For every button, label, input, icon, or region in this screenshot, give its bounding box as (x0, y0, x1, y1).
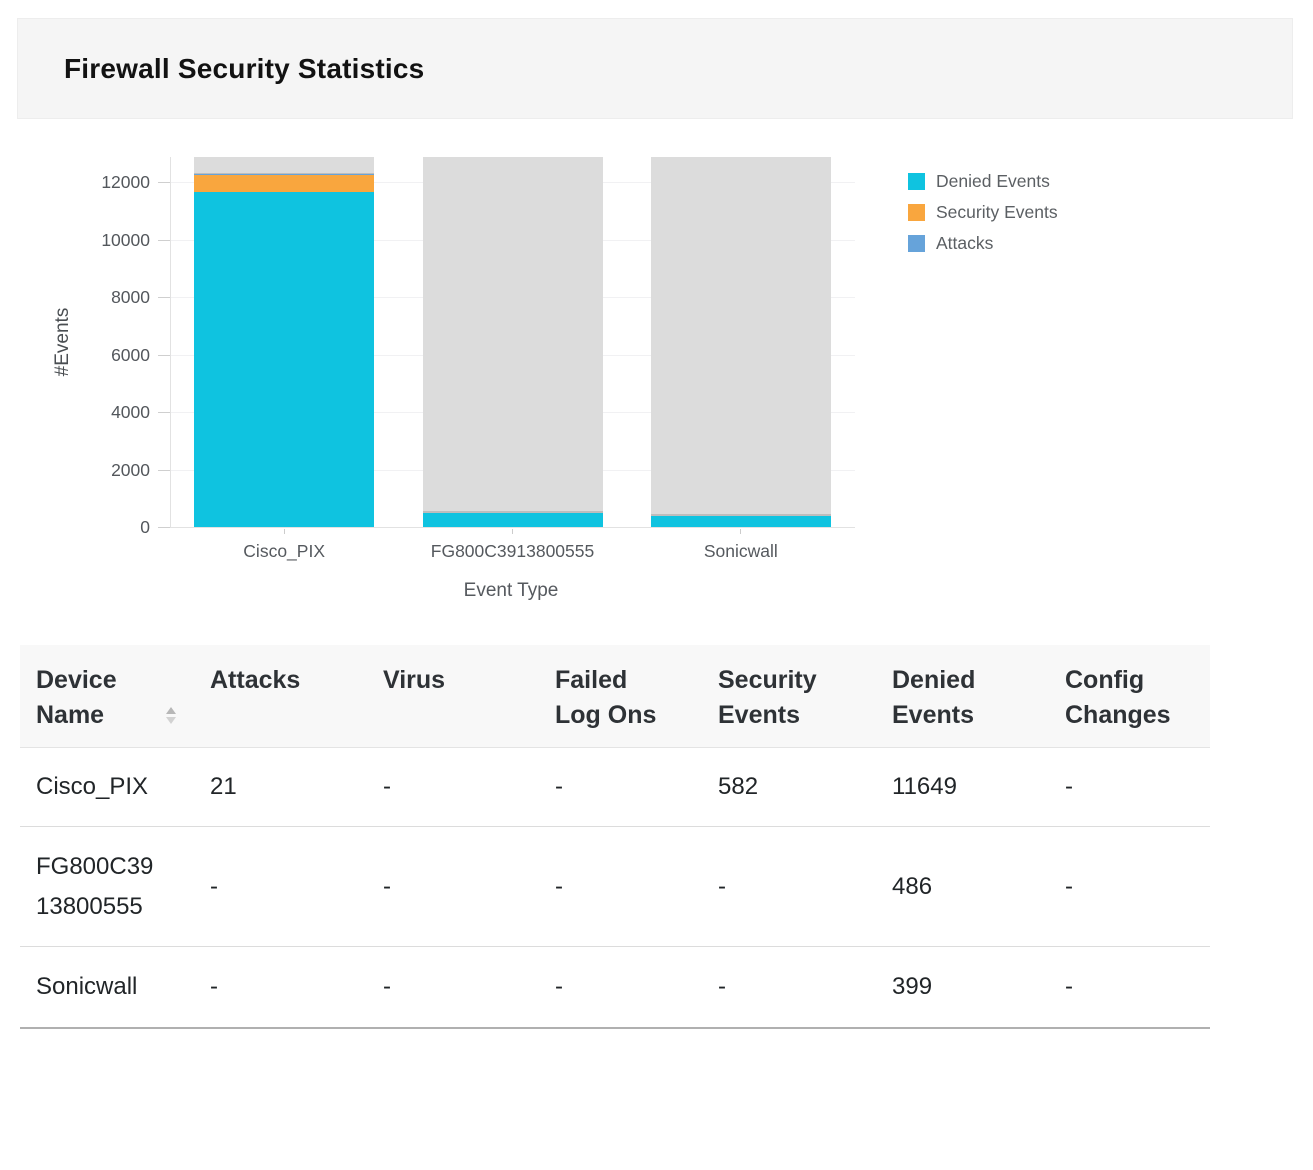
sort-asc-icon (166, 707, 176, 714)
legend-item-security-events[interactable]: Security Events (908, 201, 1058, 224)
x-tick-label: Cisco_PIX (243, 541, 325, 561)
cell-attacks: - (194, 826, 367, 947)
y-axis-tick (158, 354, 170, 356)
chart-bar-segment-denied-events[interactable] (194, 192, 375, 527)
table-row: Sonicwall - - - - 399 - (20, 946, 1210, 1029)
chart-bar-track (422, 157, 603, 514)
sort-desc-icon (166, 717, 176, 724)
chart-bar-track (650, 157, 831, 516)
column-header-device-name[interactable]: Device Name (20, 645, 194, 748)
cell-config-changes: - (1049, 747, 1210, 827)
legend-item-attacks[interactable]: Attacks (908, 232, 1058, 255)
legend-swatch-icon (908, 204, 925, 221)
cell-config-changes: - (1049, 826, 1210, 947)
legend-label: Attacks (936, 233, 994, 253)
sort-icon[interactable] (166, 707, 176, 724)
cell-security-events: 582 (702, 747, 876, 827)
page-title: Firewall Security Statistics (64, 52, 425, 84)
table-row: FG800C3913800555 - - - - 486 - (20, 826, 1210, 947)
y-axis-tick (158, 412, 170, 413)
chart: #Events Event Type Denied Events Securit… (0, 140, 1313, 640)
y-axis-tick (158, 469, 170, 471)
table-row: Cisco_PIX 21 - - 582 11649 - (20, 747, 1210, 827)
cell-virus: - (367, 946, 539, 1029)
cell-virus: - (367, 826, 539, 947)
x-tick-label: Sonicwall (703, 541, 778, 561)
y-tick-label: 0 (140, 517, 150, 537)
cell-device-name: Sonicwall (20, 946, 194, 1029)
column-header-config-changes: Config Changes (1049, 645, 1210, 748)
cell-attacks: 21 (194, 747, 367, 827)
cell-denied-events: 399 (876, 946, 1049, 1029)
cell-config-changes: - (1049, 946, 1210, 1029)
x-axis-line (170, 527, 855, 528)
device-statistics-table: Device Name Attacks Virus Failed Log Ons… (20, 645, 1210, 1029)
y-tick-label: 10000 (101, 229, 150, 250)
y-tick-label: 2000 (111, 459, 150, 480)
column-header-failed-log-ons: Failed Log Ons (539, 645, 702, 748)
column-header-attacks: Attacks (194, 645, 367, 748)
cell-device-name: FG800C3913800555 (20, 826, 194, 947)
y-axis-line (170, 157, 171, 527)
x-axis-tick (512, 529, 513, 534)
column-header-virus: Virus (367, 645, 539, 748)
column-header-security-events: Security Events (702, 645, 876, 748)
legend-swatch-icon (908, 173, 925, 190)
cell-security-events: - (702, 946, 876, 1029)
legend-item-denied-events[interactable]: Denied Events (908, 170, 1058, 193)
y-axis-tick (158, 527, 170, 528)
chart-bar-segment-attacks[interactable] (194, 174, 375, 176)
cell-device-name: Cisco_PIX (20, 747, 194, 827)
table-header-row: Device Name Attacks Virus Failed Log Ons… (20, 645, 1210, 748)
cell-failed-log-ons: - (539, 747, 702, 827)
x-axis-tick (283, 529, 285, 534)
x-axis-tick (740, 529, 742, 534)
cell-denied-events: 486 (876, 826, 1049, 947)
y-tick-label: 4000 (111, 402, 150, 422)
chart-bar-segment-security-events[interactable] (194, 175, 375, 193)
y-axis-tick (158, 297, 170, 298)
y-tick-label: 12000 (101, 172, 150, 192)
y-axis-tick (158, 182, 170, 183)
cell-denied-events: 11649 (876, 747, 1049, 827)
x-tick-label: FG800C3913800555 (430, 541, 595, 561)
y-tick-label: 8000 (111, 287, 150, 307)
chart-legend: Denied Events Security Events Attacks (908, 170, 1058, 263)
chart-bar-segment-denied-events[interactable] (650, 515, 831, 527)
legend-swatch-icon (908, 235, 925, 252)
legend-label: Denied Events (936, 171, 1050, 191)
cell-virus: - (367, 747, 539, 827)
chart-bar-track (194, 157, 375, 175)
y-tick-label: 6000 (111, 344, 150, 365)
cell-security-events: - (702, 826, 876, 947)
cell-failed-log-ons: - (539, 946, 702, 1029)
legend-label: Security Events (936, 202, 1058, 222)
cell-failed-log-ons: - (539, 826, 702, 947)
chart-bar-segment-denied-events[interactable] (422, 513, 603, 527)
y-axis-tick (158, 239, 170, 241)
report-title-bar: Firewall Security Statistics (17, 18, 1293, 119)
x-axis-title: Event Type (463, 580, 559, 601)
cell-attacks: - (194, 946, 367, 1029)
column-header-denied-events: Denied Events (876, 645, 1049, 748)
